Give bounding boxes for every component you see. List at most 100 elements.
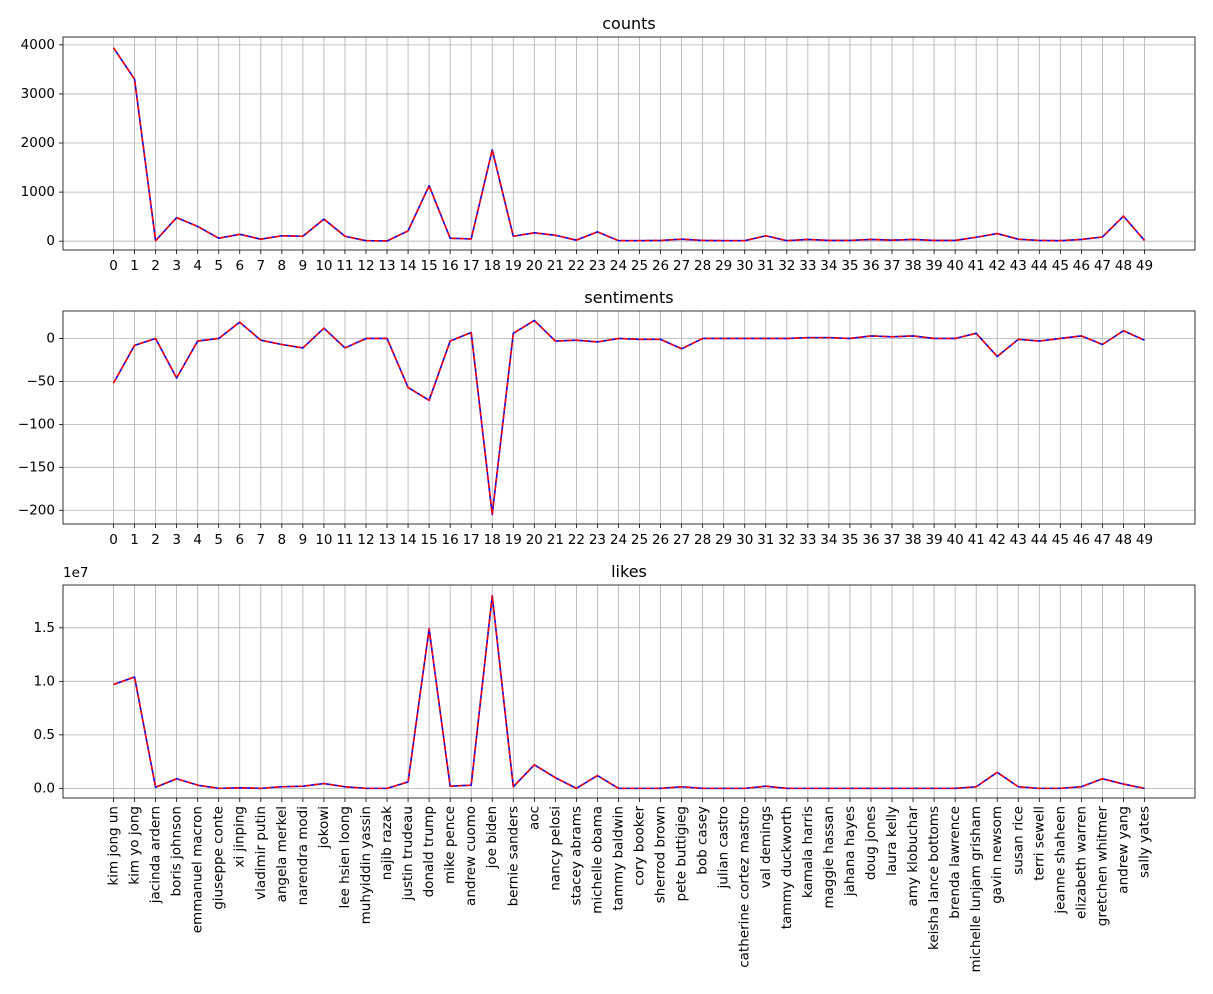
x-tick-label: 41 [968,258,985,274]
x-tick-label: 41 [968,532,985,548]
y-tick-label: 0.5 [34,727,55,743]
x-tick-label: nancy pelosi [547,806,563,891]
x-tick-label: keisha lance bottoms [926,806,942,950]
x-tick-label: amy klobuchar [905,806,921,907]
x-tick-label: 33 [799,532,816,548]
x-tick-label: 36 [862,258,879,274]
x-tick-label: 6 [235,532,244,548]
x-tick-label: 3 [172,532,181,548]
x-tick-label: sally yates [1137,806,1153,878]
y-tick-label: 1.0 [34,673,55,689]
x-tick-label: 27 [673,532,690,548]
x-tick-label: 1 [130,258,139,274]
x-tick-label: lee hsien loong [337,806,353,909]
x-tick-label: 38 [904,532,921,548]
x-tick-label: 23 [589,258,606,274]
x-tick-label: gretchen whitmer [1094,806,1110,927]
x-tick-label: 26 [652,258,669,274]
y-tick-label: 4000 [21,37,55,53]
x-tick-label: tammy duckworth [779,806,795,929]
x-tick-label: 30 [736,532,753,548]
x-tick-label: 13 [378,532,395,548]
x-tick-label: 2 [151,532,160,548]
x-tick-label: 29 [715,532,732,548]
x-tick-label: pete buttigieg [674,806,690,901]
x-tick-label: 21 [547,532,564,548]
x-tick-label: 19 [505,258,522,274]
x-tick-label: jacinda ardern [148,806,164,904]
x-tick-label: 49 [1136,258,1153,274]
x-tick-label: 44 [1031,532,1048,548]
axis-offset-label: 1e7 [63,565,88,581]
x-tick-label: terri sewell [1031,806,1047,881]
x-tick-label: 0 [109,532,118,548]
x-tick-label: 5 [214,258,223,274]
series-line-blue-solid [112,47,1146,242]
x-tick-label: vladimir putin [253,806,269,900]
y-tick-label: 1000 [21,184,55,200]
x-tick-label: 39 [925,532,942,548]
x-tick-label: 9 [299,532,308,548]
x-tick-label: 26 [652,532,669,548]
axes-frame [62,36,1196,251]
x-tick-label: 3 [172,258,181,274]
x-tick-label: 2 [151,258,160,274]
y-tick-label: −150 [18,459,55,475]
x-tick-label: 27 [673,258,690,274]
x-tick-label: 8 [278,258,287,274]
x-tick-label: 25 [631,258,648,274]
x-tick-label: 33 [799,258,816,274]
x-tick-label: 10 [315,258,332,274]
x-tick-label: 42 [989,532,1006,548]
x-tick-label: 15 [421,532,438,548]
x-tick-label: 40 [947,532,964,548]
x-tick-label: 44 [1031,258,1048,274]
x-tick-label: 22 [568,532,585,548]
x-tick-label: 4 [193,532,202,548]
x-tick-label: cory booker [632,806,648,886]
x-tick-label: 13 [378,258,395,274]
x-tick-label: susan rice [1010,806,1026,875]
chart-title: likes [611,562,647,581]
x-tick-label: 7 [256,258,265,274]
x-tick-label: andrew yang [1115,806,1131,894]
x-tick-label: joe biden [484,806,500,869]
x-tick-label: 24 [610,258,627,274]
x-tick-label: 16 [442,258,459,274]
x-tick-label: kim yo jong [127,806,143,885]
x-tick-label: 48 [1115,532,1132,548]
x-tick-label: 23 [589,532,606,548]
x-tick-label: michelle lunjam grisham [968,806,984,973]
x-tick-label: 45 [1052,258,1069,274]
y-tick-label: 0 [46,330,55,346]
x-tick-label: 1 [130,532,139,548]
x-tick-label: 0 [109,258,118,274]
x-tick-label: 20 [526,532,543,548]
x-tick-label: catherine cortez mastro [737,806,753,968]
y-tick-label: −50 [27,373,56,389]
x-tick-label: 11 [336,258,353,274]
x-tick-label: jeanne shaheen [1052,806,1068,915]
x-tick-label: 19 [505,532,522,548]
x-tick-label: 8 [278,532,287,548]
x-tick-label: bob casey [695,806,711,875]
x-tick-label: elizabeth warren [1073,806,1089,919]
x-tick-label: 6 [235,258,244,274]
x-tick-label: 17 [463,532,480,548]
x-tick-label: jahana hayes [842,806,858,897]
x-tick-label: jokowi [316,806,332,849]
x-tick-label: 5 [214,532,223,548]
x-tick-label: 7 [256,532,265,548]
x-tick-label: 34 [820,258,837,274]
x-tick-label: 47 [1094,258,1111,274]
x-tick-label: 15 [421,258,438,274]
axes-frame [62,310,1196,525]
x-tick-label: 35 [841,532,858,548]
x-tick-label: 47 [1094,532,1111,548]
x-tick-label: laura kelly [884,806,900,876]
y-tick-label: 0 [46,233,55,249]
x-tick-label: tammy baldwin [610,806,626,911]
x-tick-label: 28 [694,258,711,274]
x-tick-label: 29 [715,258,732,274]
